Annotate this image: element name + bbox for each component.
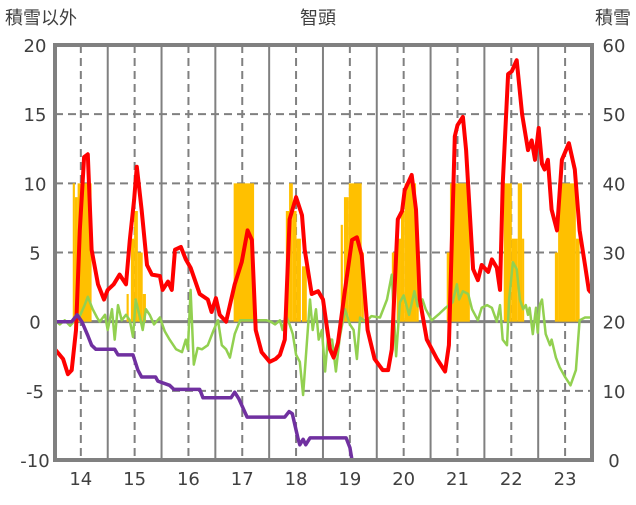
x-tick-label: 15: [123, 469, 146, 490]
series-red-line: [53, 58, 593, 377]
bar: [400, 211, 405, 322]
chart-title: 智頭: [300, 8, 336, 29]
bar: [74, 197, 78, 322]
y-tick-label: -5: [26, 382, 44, 403]
series-green-line: [54, 260, 591, 397]
bar: [396, 238, 401, 322]
y2-tick-label: 10: [603, 382, 626, 403]
bar: [522, 238, 525, 322]
right-axis-label: 積雪: [595, 8, 631, 29]
bar: [126, 294, 129, 322]
bar: [404, 183, 417, 322]
y2-tick-label: 60: [603, 36, 626, 57]
bar: [343, 197, 349, 322]
y-tick-label: 10: [24, 174, 47, 195]
series-purple-line: [55, 313, 592, 462]
bar: [340, 224, 343, 322]
y2-tick-label: 30: [603, 244, 626, 265]
bar: [575, 238, 580, 322]
bar: [130, 238, 135, 322]
bar: [301, 266, 307, 322]
y2-tick-label: 20: [603, 313, 626, 334]
x-tick-label: 22: [500, 469, 523, 490]
bar: [348, 183, 362, 322]
bar: [292, 211, 297, 322]
bar: [517, 183, 523, 322]
y-tick-label: 20: [24, 36, 47, 57]
left-axis-label: 積雪以外: [5, 8, 77, 29]
bar: [446, 252, 450, 322]
y-tick-label: 5: [29, 244, 40, 265]
bar: [289, 183, 293, 322]
y-tick-label: 0: [29, 313, 40, 334]
y2-tick-label: 40: [603, 174, 626, 195]
bar: [511, 238, 518, 322]
y-tick-label: 15: [24, 105, 47, 126]
bar: [503, 183, 512, 322]
y-tick-label: -10: [20, 451, 49, 472]
x-tick-label: 19: [338, 469, 361, 490]
bar: [137, 252, 143, 322]
bar: [142, 294, 146, 322]
bar: [72, 183, 75, 322]
plot-frame: [53, 43, 594, 462]
x-tick-label: 14: [69, 469, 92, 490]
bar: [296, 238, 301, 322]
bar: [558, 183, 576, 322]
bar: [134, 211, 138, 322]
y2-tick-label: 0: [608, 451, 619, 472]
x-tick-label: 17: [231, 469, 254, 490]
bar: [449, 183, 470, 322]
bar: [554, 252, 559, 322]
x-tick-label: 23: [554, 469, 577, 490]
x-tick-label: 21: [446, 469, 469, 490]
x-tick-label: 16: [177, 469, 200, 490]
y2-tick-label: 50: [603, 105, 626, 126]
x-tick-label: 18: [285, 469, 308, 490]
x-tick-label: 20: [392, 469, 415, 490]
